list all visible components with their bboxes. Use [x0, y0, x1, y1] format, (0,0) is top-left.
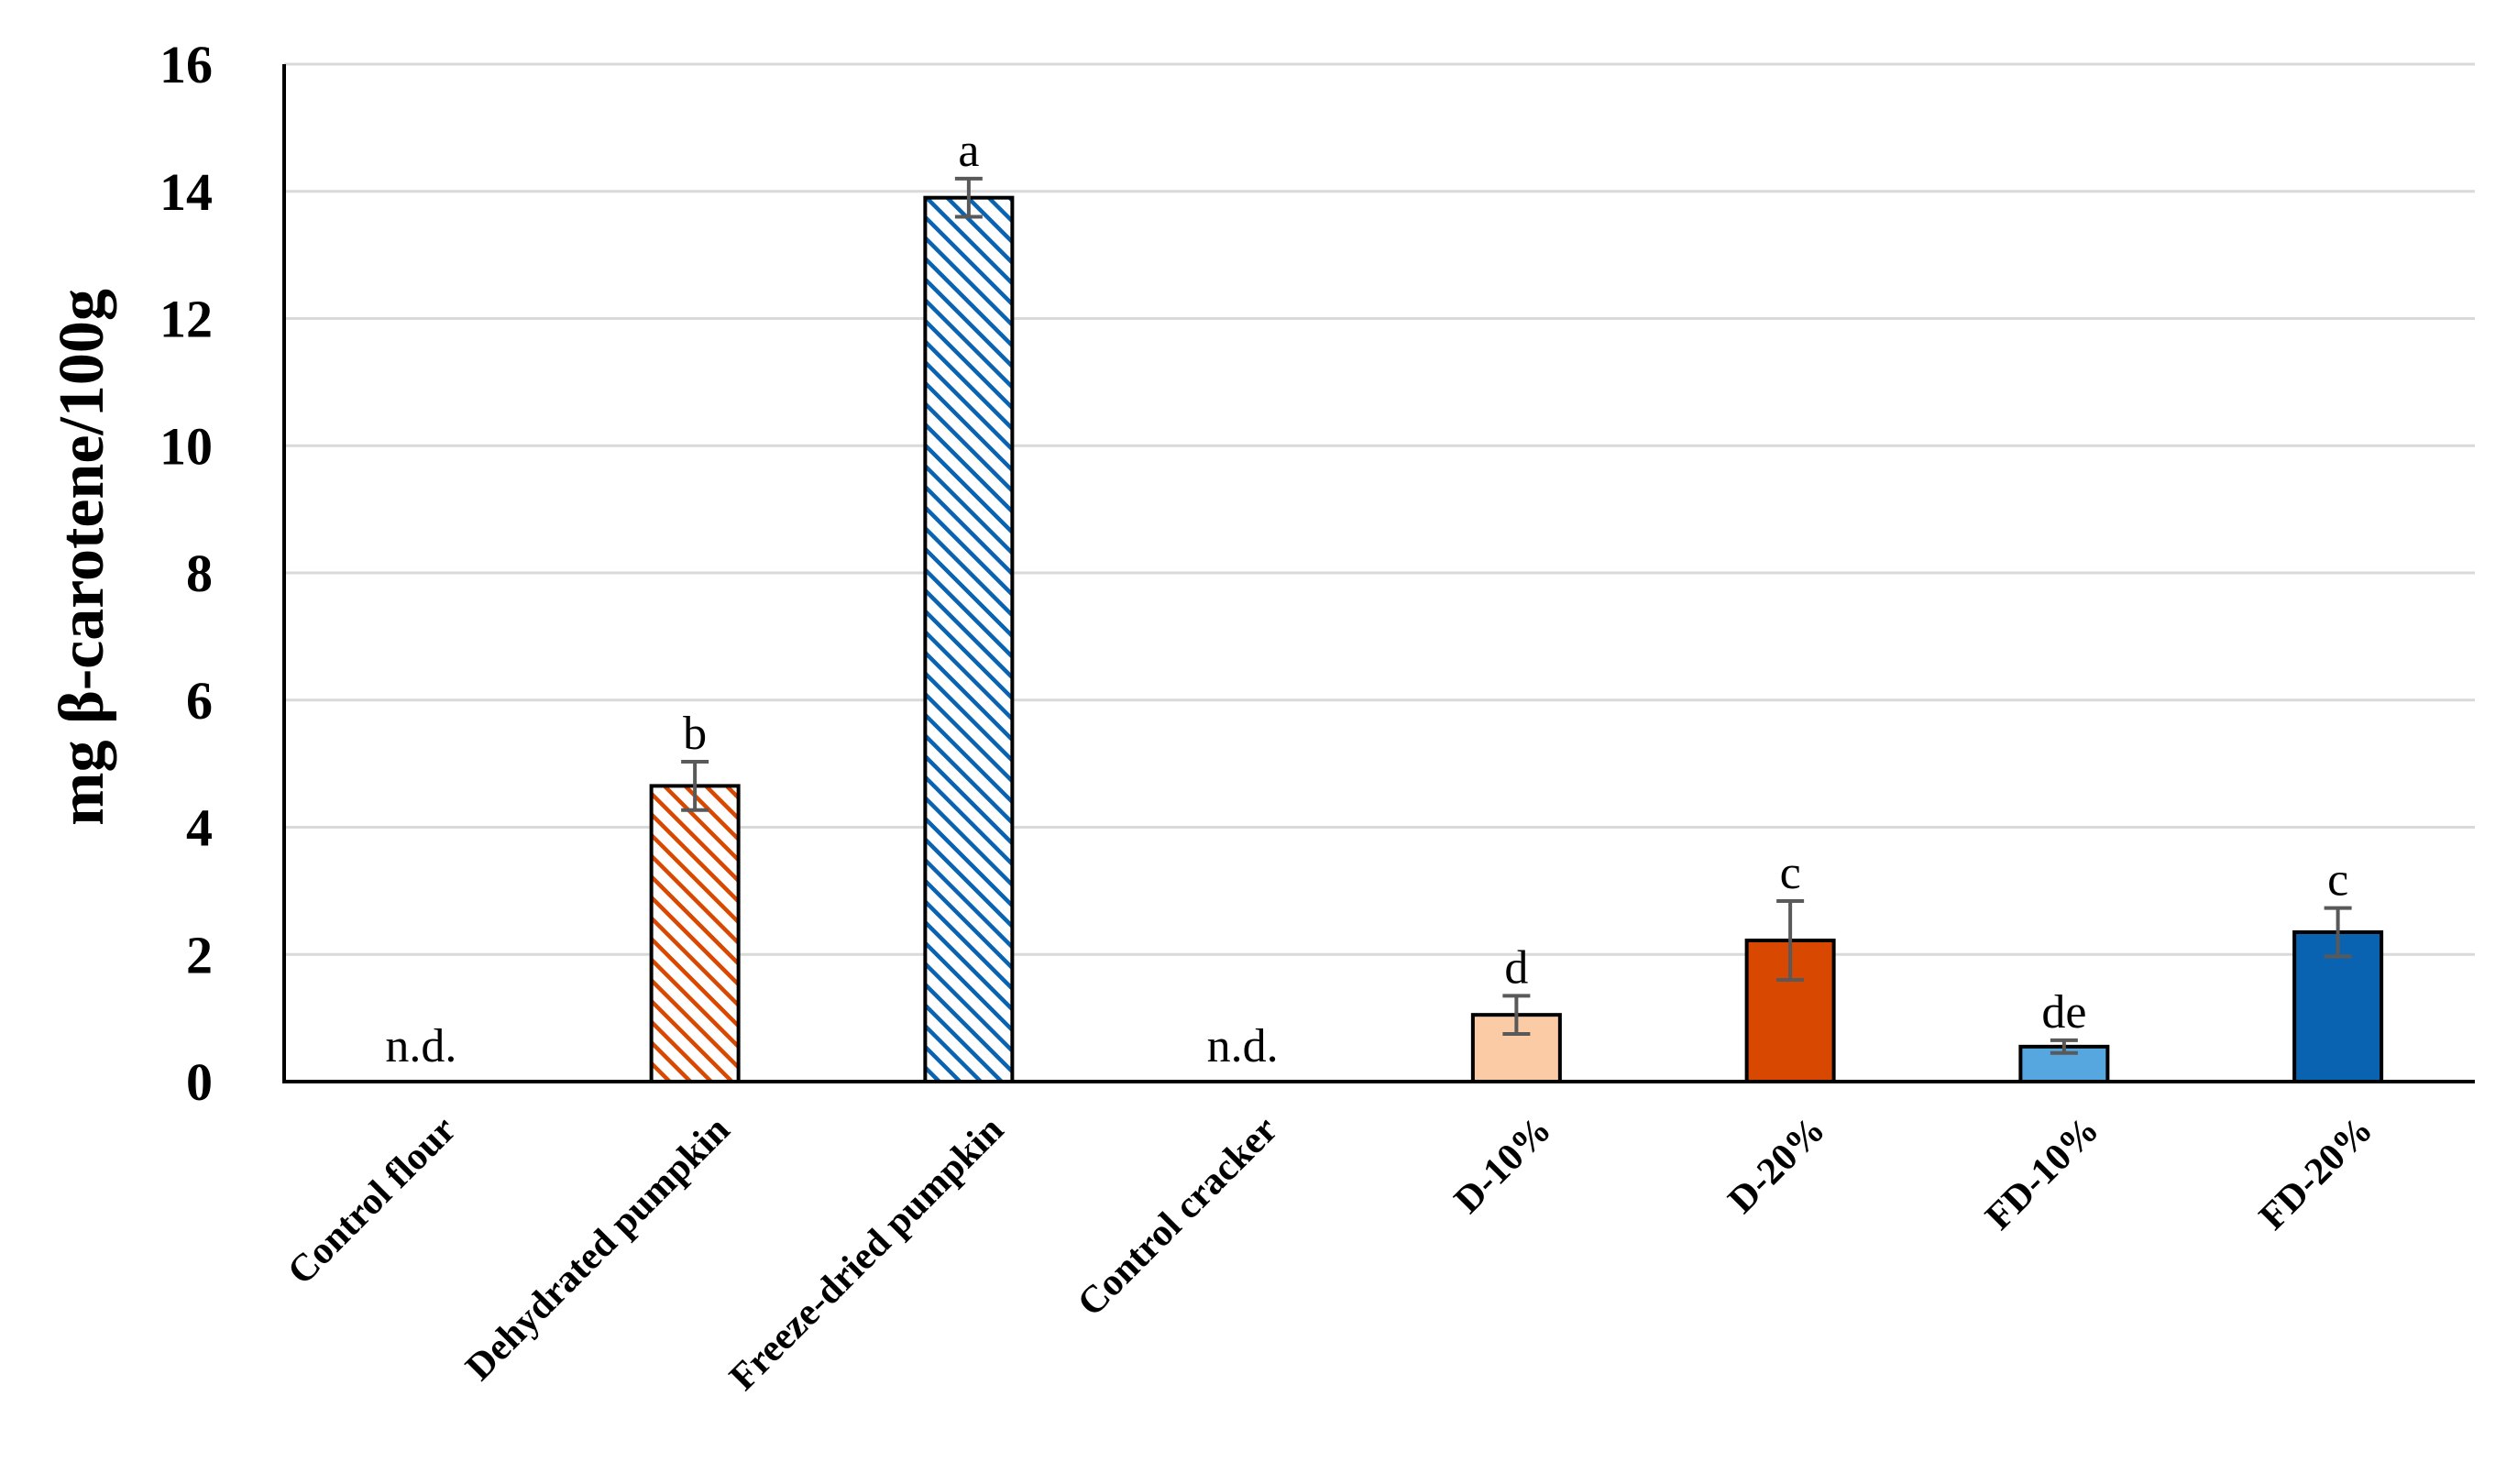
y-tick-label: 0 — [186, 1052, 213, 1112]
significance-label: a — [958, 125, 979, 177]
x-category-label: FD-10% — [1978, 1109, 2107, 1238]
y-axis-title: mg β-carotene/100g — [47, 289, 117, 826]
axes — [282, 64, 2475, 1083]
y-tick-label: 8 — [186, 544, 213, 603]
y-tick-label: 2 — [186, 925, 213, 984]
y-tick-label: 12 — [159, 290, 213, 349]
x-category-label: Control flour — [280, 1109, 464, 1293]
x-category-label: Freeze-dried pumpkin — [721, 1109, 1012, 1400]
y-tick-label: 6 — [186, 671, 213, 731]
x-category-label: Control cracker — [1070, 1109, 1286, 1325]
y-tick-labels: 0 2 4 6 8 10 12 14 16 — [159, 35, 213, 1112]
x-category-label: Dehydrated pumpkin — [458, 1109, 739, 1390]
x-category-label: FD-20% — [2251, 1109, 2380, 1238]
significance-label: de — [2041, 986, 2086, 1039]
y-tick-label: 10 — [159, 416, 213, 476]
significance-label: n.d. — [1207, 1020, 1279, 1072]
bar — [923, 195, 1015, 1083]
y-tick-label: 4 — [186, 798, 213, 858]
gridlines — [284, 62, 2475, 956]
y-tick-label: 16 — [159, 35, 213, 94]
x-category-label: D-20% — [1720, 1109, 1833, 1222]
bars — [649, 195, 2384, 1084]
significance-label: d — [1504, 941, 1528, 994]
significance-labels: n.d. b a n.d. d c de c — [385, 125, 2348, 1072]
significance-label: c — [1780, 847, 1801, 899]
x-category-label: D-10% — [1446, 1109, 1559, 1222]
significance-label: b — [683, 708, 707, 760]
error-bars — [681, 176, 2352, 1055]
bar — [649, 784, 741, 1083]
significance-label: n.d. — [385, 1020, 456, 1072]
significance-label: c — [2327, 854, 2348, 907]
y-tick-label: 14 — [159, 162, 213, 222]
